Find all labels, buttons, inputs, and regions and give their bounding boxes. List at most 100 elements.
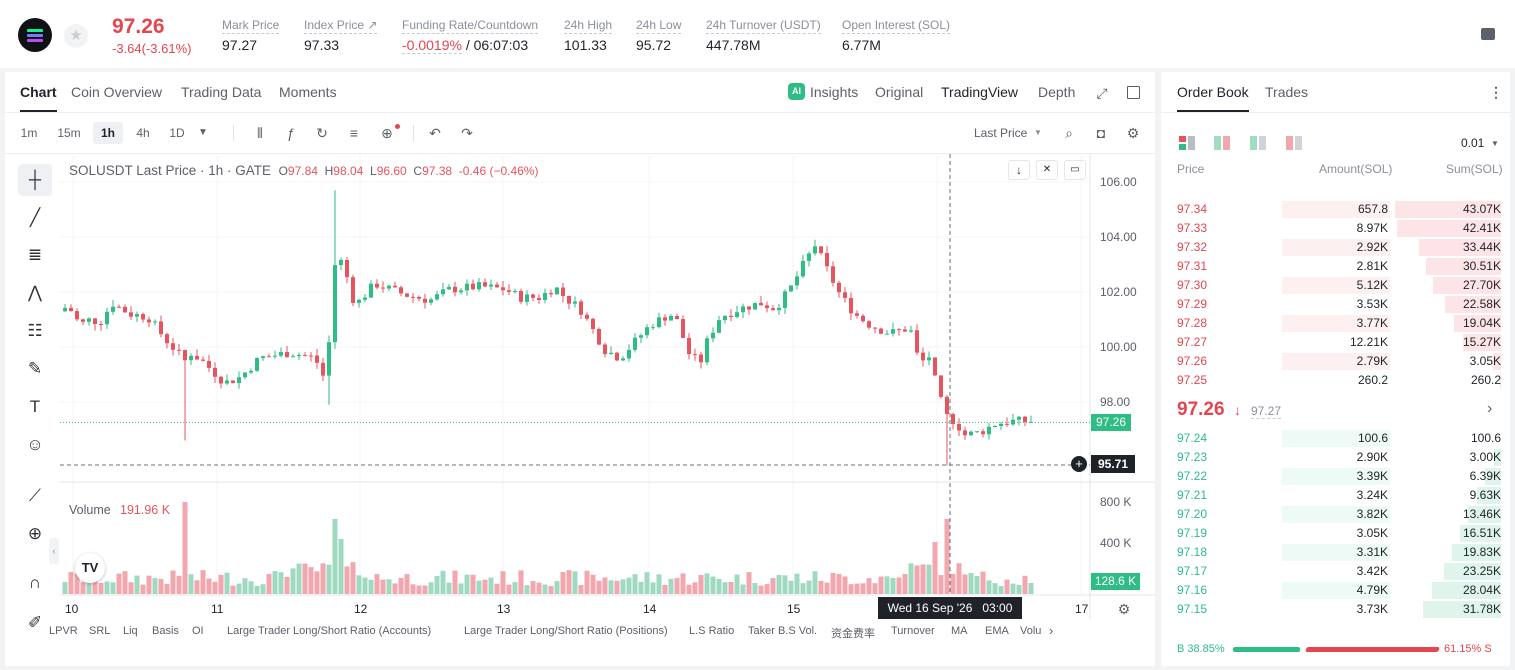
chevron-down-icon[interactable]: ▼: [1491, 139, 1499, 148]
scroll-right-icon[interactable]: ›: [1049, 623, 1054, 638]
magnet-icon[interactable]: ∩: [28, 573, 42, 592]
bid-row[interactable]: 97.18 3.31K 19.83K: [1177, 543, 1501, 562]
add-alert-icon[interactable]: ⊕: [381, 125, 393, 141]
chevron-right-icon[interactable]: ›: [1487, 400, 1493, 417]
bid-row[interactable]: 97.15 3.73K 31.78K: [1177, 600, 1501, 619]
ask-row[interactable]: 97.33 8.97K 42.41K: [1177, 219, 1501, 238]
indicator-tab[interactable]: OI: [192, 625, 204, 637]
window-icon[interactable]: [1127, 86, 1140, 99]
view-asks-icon[interactable]: [1286, 136, 1302, 150]
tab-moments[interactable]: Moments: [279, 84, 337, 100]
bid-row[interactable]: 97.16 4.79K 28.04K: [1177, 581, 1501, 600]
indicator-tab[interactable]: LPVR: [49, 625, 78, 637]
collapse-toolbar-icon[interactable]: ‹: [49, 538, 59, 564]
scroll-down-icon[interactable]: ↓: [1008, 160, 1030, 180]
fib-lines-icon[interactable]: ≣: [27, 245, 43, 264]
precision-select[interactable]: 0.01: [1461, 136, 1485, 150]
candlestick-chart[interactable]: 106.00 104.00 102.00 100.00 98.00 800 K 400 K 1…: [60, 154, 1155, 619]
indicator-tab[interactable]: Volu: [1020, 625, 1042, 637]
bid-row[interactable]: 97.24 100.6 100.6: [1177, 429, 1501, 448]
indicator-tab[interactable]: Taker B.S Vol.: [748, 625, 818, 637]
interval-1D[interactable]: 1D: [169, 126, 185, 140]
view-both-icon[interactable]: [1179, 136, 1195, 150]
ask-row[interactable]: 97.32 2.92K 33.44K: [1177, 238, 1501, 257]
gear-icon[interactable]: ⚙: [1126, 125, 1140, 141]
ask-row[interactable]: 97.25 260.2 260.2: [1177, 371, 1501, 390]
fullscreen-icon[interactable]: ⤢: [1096, 85, 1108, 101]
tab-original[interactable]: Original: [875, 84, 924, 100]
refresh-icon[interactable]: ↻: [316, 125, 328, 141]
tab-chart[interactable]: Chart: [20, 84, 57, 100]
redo-icon[interactable]: ↷: [461, 125, 473, 141]
tab-order-book[interactable]: Order Book: [1177, 84, 1249, 100]
gann-icon[interactable]: ☷: [27, 321, 43, 340]
indicators-icon[interactable]: ƒ: [287, 125, 295, 141]
interval-15m[interactable]: 15m: [57, 126, 81, 140]
indicator-tab[interactable]: MA: [951, 625, 968, 637]
indicator-tab[interactable]: SRL: [89, 625, 111, 637]
text-tool-icon[interactable]: T: [29, 397, 41, 416]
camera-icon[interactable]: ◘: [1096, 125, 1106, 141]
brush-icon[interactable]: ✎: [27, 359, 43, 378]
chevron-down-icon[interactable]: ▼: [198, 127, 208, 138]
indicator-tab[interactable]: 资金费率: [831, 628, 875, 640]
crosshair-icon[interactable]: ┼: [18, 164, 52, 196]
indicator-tab[interactable]: EMA: [985, 625, 1009, 637]
ask-row[interactable]: 97.29 3.53K 22.58K: [1177, 295, 1501, 314]
view-split-icon[interactable]: [1214, 136, 1230, 150]
trend-line-icon[interactable]: ╱: [29, 208, 41, 227]
indicator-tab[interactable]: Turnover: [891, 625, 935, 637]
chevron-down-icon[interactable]: ▼: [1034, 128, 1042, 137]
pencil-lock-icon[interactable]: ✐: [27, 613, 43, 632]
bid-row[interactable]: 97.20 3.82K 13.46K: [1177, 505, 1501, 524]
candle-type-icon[interactable]: ⫴: [257, 125, 263, 141]
template-icon[interactable]: ≡: [349, 125, 359, 141]
layout-icon[interactable]: [1481, 28, 1495, 40]
indicator-tab[interactable]: Basis: [152, 625, 179, 637]
volume-bar: [296, 563, 302, 594]
volume-bar: [230, 585, 236, 594]
bid-row[interactable]: 97.19 3.05K 16.51K: [1177, 524, 1501, 543]
tab-trading-data[interactable]: Trading Data: [181, 84, 262, 100]
collapse-icon[interactable]: ✕: [1036, 160, 1058, 180]
volume-bar: [506, 584, 512, 594]
tab-depth[interactable]: Depth: [1038, 84, 1076, 100]
candle-body: [177, 349, 181, 351]
interval-1h[interactable]: 1h: [93, 122, 123, 144]
zoom-in-icon[interactable]: ⊕: [27, 524, 43, 543]
chart-settings-icon[interactable]: ⚙: [1117, 601, 1131, 617]
view-bids-icon[interactable]: [1250, 136, 1266, 150]
price-source-select[interactable]: Last Price: [974, 126, 1028, 140]
tab-trades[interactable]: Trades: [1265, 84, 1309, 100]
tab-tradingview[interactable]: TradingView: [941, 84, 1019, 100]
volume-bar: [536, 582, 542, 594]
maximize-icon[interactable]: ▭: [1064, 160, 1086, 180]
interval-4h[interactable]: 4h: [136, 126, 150, 140]
ask-row[interactable]: 97.34 657.8 43.07K: [1177, 200, 1501, 219]
emoji-icon[interactable]: ☺: [26, 435, 44, 454]
indicator-tab[interactable]: Liq: [123, 625, 138, 637]
favorite-star-icon[interactable]: ★: [64, 24, 88, 48]
ask-row[interactable]: 97.30 5.12K 27.70K: [1177, 276, 1501, 295]
tab-coin-overview[interactable]: Coin Overview: [71, 84, 163, 100]
search-icon[interactable]: ⌕: [1065, 125, 1073, 141]
ask-row[interactable]: 97.27 12.21K 15.27K: [1177, 333, 1501, 352]
ask-row[interactable]: 97.31 2.81K 30.51K: [1177, 257, 1501, 276]
ask-row[interactable]: 97.28 3.77K 19.04K: [1177, 314, 1501, 333]
indicator-tab[interactable]: Large Trader Long/Short Ratio (Accounts): [227, 625, 432, 637]
undo-icon[interactable]: ↶: [429, 125, 441, 141]
more-options-icon[interactable]: ⋮: [1489, 84, 1503, 100]
pattern-icon[interactable]: ⋀: [28, 283, 42, 302]
tab-insights[interactable]: Insights: [810, 84, 859, 100]
bid-row[interactable]: 97.17 3.42K 23.25K: [1177, 562, 1501, 581]
indicator-tab[interactable]: L.S Ratio: [689, 625, 735, 637]
add-order-icon[interactable]: +: [1071, 456, 1087, 472]
bid-row[interactable]: 97.23 2.90K 3.00K: [1177, 448, 1501, 467]
row-amount: 4.79K: [1356, 583, 1388, 597]
interval-1m[interactable]: 1m: [20, 126, 38, 140]
indicator-tab[interactable]: Large Trader Long/Short Ratio (Positions…: [464, 625, 668, 637]
bid-row[interactable]: 97.22 3.39K 6.39K: [1177, 467, 1501, 486]
bid-row[interactable]: 97.21 3.24K 9.63K: [1177, 486, 1501, 505]
ask-row[interactable]: 97.26 2.79K 3.05K: [1177, 352, 1501, 371]
ruler-icon[interactable]: ⟋: [29, 486, 41, 505]
